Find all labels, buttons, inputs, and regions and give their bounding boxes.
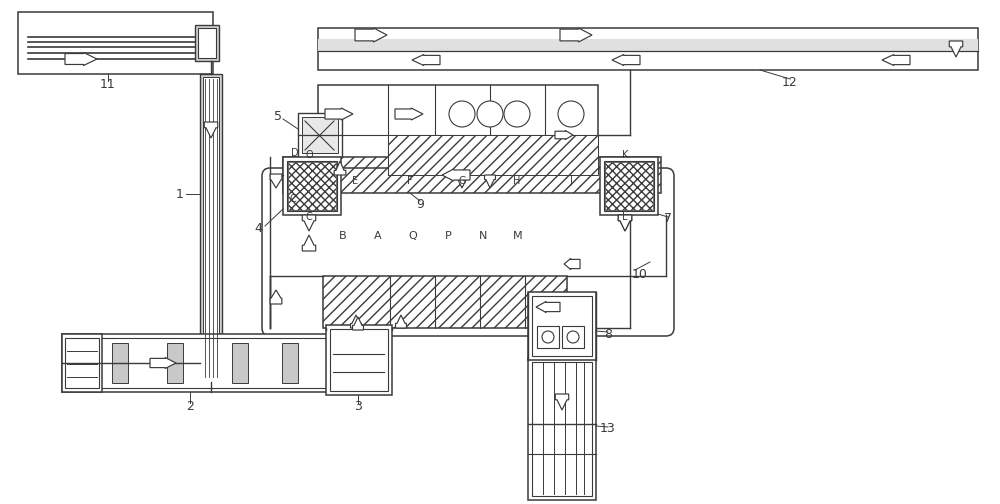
Polygon shape bbox=[457, 175, 467, 188]
Text: 8: 8 bbox=[604, 328, 612, 341]
Polygon shape bbox=[204, 122, 218, 138]
Bar bbox=[600, 157, 658, 215]
Bar bbox=[562, 326, 584, 348]
Polygon shape bbox=[302, 235, 316, 251]
Text: 10: 10 bbox=[632, 268, 648, 281]
Bar bbox=[282, 343, 298, 383]
Polygon shape bbox=[270, 290, 282, 304]
Text: 1: 1 bbox=[176, 187, 184, 201]
Circle shape bbox=[567, 331, 579, 343]
Bar bbox=[283, 157, 341, 215]
Bar bbox=[318, 28, 978, 70]
Text: G: G bbox=[458, 176, 466, 186]
Text: 4: 4 bbox=[254, 222, 262, 235]
Bar bbox=[330, 329, 388, 391]
Bar bbox=[532, 296, 592, 356]
Circle shape bbox=[542, 331, 554, 343]
Polygon shape bbox=[150, 357, 176, 368]
Polygon shape bbox=[302, 215, 316, 231]
Bar bbox=[528, 358, 596, 500]
Text: C: C bbox=[290, 194, 296, 204]
Polygon shape bbox=[442, 169, 470, 181]
Bar bbox=[604, 161, 654, 211]
Text: K: K bbox=[622, 150, 628, 160]
Bar bbox=[195, 25, 219, 61]
Text: O: O bbox=[305, 150, 313, 160]
Text: Q: Q bbox=[409, 231, 417, 241]
Text: L: L bbox=[622, 212, 628, 222]
Bar bbox=[203, 77, 219, 379]
Bar bbox=[528, 292, 596, 360]
Text: 7: 7 bbox=[664, 213, 672, 225]
Polygon shape bbox=[612, 54, 640, 66]
Text: F: F bbox=[407, 176, 413, 186]
Polygon shape bbox=[270, 174, 282, 188]
Bar bbox=[537, 326, 559, 348]
Text: M: M bbox=[513, 231, 523, 241]
Polygon shape bbox=[618, 215, 632, 231]
Circle shape bbox=[504, 101, 530, 127]
Text: B: B bbox=[339, 231, 347, 241]
Circle shape bbox=[449, 101, 475, 127]
Polygon shape bbox=[355, 28, 387, 42]
Polygon shape bbox=[334, 161, 346, 175]
Bar bbox=[167, 343, 183, 383]
Text: D: D bbox=[291, 148, 299, 158]
Text: 9: 9 bbox=[416, 198, 424, 211]
Text: 3: 3 bbox=[354, 400, 362, 412]
Polygon shape bbox=[555, 394, 569, 410]
Bar bbox=[298, 113, 342, 157]
Bar bbox=[288, 162, 336, 210]
Polygon shape bbox=[882, 54, 910, 66]
Circle shape bbox=[477, 101, 503, 127]
Bar bbox=[326, 325, 392, 395]
Text: E: E bbox=[352, 176, 358, 186]
Bar bbox=[287, 161, 337, 211]
Polygon shape bbox=[412, 54, 440, 66]
Polygon shape bbox=[564, 259, 580, 270]
Polygon shape bbox=[65, 52, 97, 66]
Bar bbox=[388, 135, 598, 175]
Bar bbox=[232, 343, 248, 383]
Text: C: C bbox=[306, 212, 312, 222]
Bar bbox=[318, 85, 598, 175]
Polygon shape bbox=[325, 108, 353, 120]
Bar bbox=[605, 162, 653, 210]
Polygon shape bbox=[351, 315, 361, 328]
Bar bbox=[66, 338, 326, 388]
Polygon shape bbox=[396, 315, 406, 328]
Polygon shape bbox=[395, 108, 423, 120]
Bar bbox=[302, 117, 338, 153]
Text: J: J bbox=[570, 176, 572, 186]
Text: 13: 13 bbox=[600, 422, 616, 435]
Text: 5: 5 bbox=[274, 109, 282, 122]
Polygon shape bbox=[555, 131, 573, 140]
Bar bbox=[318, 39, 978, 51]
Bar bbox=[74, 343, 90, 383]
Polygon shape bbox=[353, 317, 363, 330]
Bar bbox=[65, 338, 99, 388]
Circle shape bbox=[558, 101, 584, 127]
Text: A: A bbox=[374, 231, 382, 241]
Polygon shape bbox=[485, 175, 495, 188]
Bar bbox=[323, 276, 567, 328]
Bar bbox=[112, 343, 128, 383]
Bar bbox=[200, 74, 222, 382]
Polygon shape bbox=[949, 41, 963, 57]
Text: 2: 2 bbox=[186, 400, 194, 412]
Bar bbox=[62, 334, 102, 392]
Polygon shape bbox=[536, 301, 560, 312]
Text: 11: 11 bbox=[100, 78, 116, 91]
Polygon shape bbox=[560, 28, 592, 42]
Bar bbox=[532, 362, 592, 496]
Text: P: P bbox=[445, 231, 451, 241]
Bar bbox=[198, 28, 216, 58]
Text: N: N bbox=[479, 231, 487, 241]
Polygon shape bbox=[618, 215, 632, 231]
Text: H: H bbox=[513, 176, 521, 186]
Bar bbox=[283, 157, 661, 193]
Text: 12: 12 bbox=[782, 76, 798, 89]
Bar bbox=[18, 12, 213, 74]
Bar bbox=[62, 334, 330, 392]
